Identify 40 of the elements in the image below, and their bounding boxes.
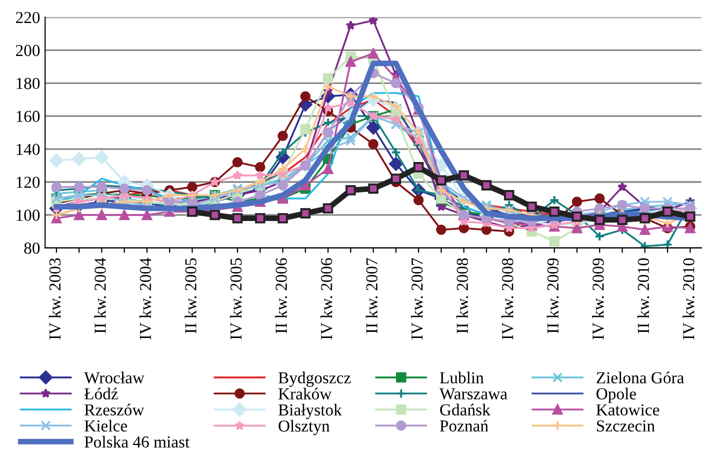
x-tick-label: II kw. 2006 — [275, 258, 288, 334]
legend-label: Kielce — [84, 420, 128, 432]
y-tick-label: 180 — [16, 78, 40, 90]
x-tick-label: IV kw. 2005 — [230, 258, 242, 340]
x-tick-label: II kw. 2010 — [637, 258, 650, 334]
x-tick-label: II kw. 2009 — [546, 258, 559, 334]
x-tick-label: II kw. 2005 — [184, 258, 196, 334]
y-tick-label: 220 — [16, 12, 40, 24]
y-tick-label: 160 — [16, 110, 40, 122]
x-tick-label: IV kw. 2009 — [592, 258, 604, 340]
legend-label: Polska 46 miast — [84, 436, 190, 448]
legend-label: Zielona Góra — [596, 372, 684, 384]
legend-label: Szczecin — [596, 420, 655, 432]
legend-label: Katowice — [596, 404, 660, 416]
y-tick-label: 200 — [16, 44, 40, 56]
x-tick-label: IV kw. 2003 — [48, 258, 61, 340]
y-tick-label: 120 — [16, 176, 40, 188]
y-tick-label: 100 — [16, 210, 40, 221]
legend-label: Olsztyn — [278, 420, 330, 436]
x-tick-label: II kw. 2004 — [94, 258, 106, 334]
x-tick-label: IV kw. 2006 — [320, 258, 332, 340]
x-tick-label: IV kw. 2007 — [411, 258, 423, 340]
y-tick-label: 80 — [24, 242, 40, 254]
legend-label: Wrocław — [84, 372, 144, 384]
legend-label: Lublin — [440, 372, 484, 384]
legend-label: Gdańsk — [440, 404, 490, 416]
legend-label: Warszawa — [439, 388, 508, 400]
x-tick-label: IV kw. 2008 — [502, 258, 514, 340]
x-tick-label: IV kw. 2010 — [682, 258, 694, 340]
legend-label: Bydgoszcz — [278, 372, 351, 387]
legend-label: Poznań — [440, 420, 488, 432]
legend-label: Białystok — [278, 404, 342, 419]
y-tick-label: 140 — [16, 144, 40, 155]
x-tick-label: II kw. 2008 — [456, 258, 468, 334]
legend-label: Łódź — [84, 388, 118, 400]
legend-label: Rzeszów — [84, 404, 144, 416]
x-tick-label: II kw. 2007 — [366, 258, 378, 334]
x-tick-label: IV kw. 2004 — [139, 258, 152, 340]
legend-label: Opole — [596, 388, 636, 403]
legend-label: Kraków — [278, 388, 332, 400]
